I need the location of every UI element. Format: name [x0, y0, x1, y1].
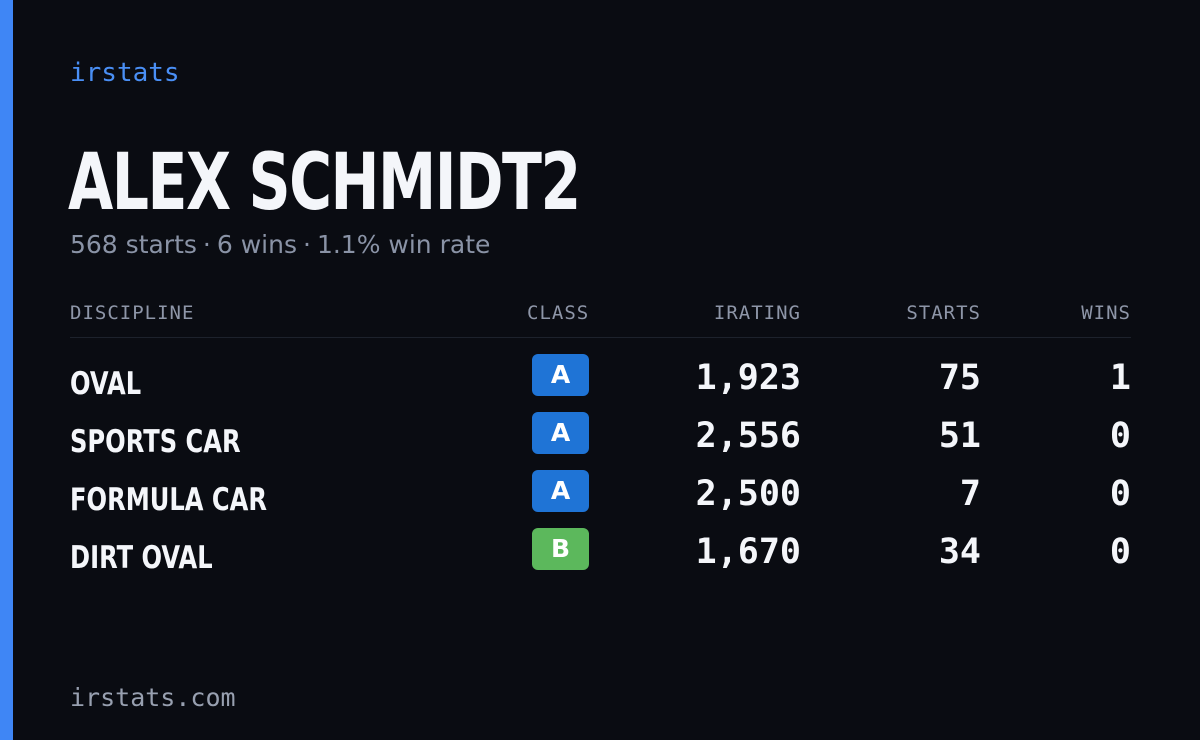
starts-value: 51: [938, 416, 981, 456]
class-badge: B: [532, 528, 589, 570]
wins-value: 0: [1109, 474, 1131, 514]
player-summary: 568 starts · 6 wins · 1.1% win rate: [70, 228, 490, 262]
table-row: DIRT OVAL B 1,670 34 0: [0, 528, 1200, 586]
header-starts: STARTS: [906, 302, 981, 324]
starts-summary: 568 starts: [70, 230, 197, 259]
class-badge: A: [532, 354, 589, 396]
summary-separator: ·: [202, 230, 211, 259]
wins-value: 1: [1109, 358, 1131, 398]
starts-value: 34: [938, 532, 981, 572]
wins-value: 0: [1109, 532, 1131, 572]
table-row: OVAL A 1,923 75 1: [0, 354, 1200, 412]
header-discipline: DISCIPLINE: [70, 302, 195, 324]
accent-bar: [0, 0, 13, 740]
win-rate-summary: 1.1% win rate: [316, 230, 491, 259]
header-wins: WINS: [1081, 302, 1131, 324]
brand-logo: irstats: [70, 58, 180, 88]
footer-url[interactable]: irstats.com: [70, 683, 236, 712]
header-divider: [70, 337, 1131, 338]
starts-value: 75: [938, 358, 981, 398]
wins-summary: 6 wins: [216, 230, 297, 259]
summary-separator: ·: [303, 230, 311, 259]
header-irating: IRATING: [713, 302, 801, 324]
player-name: ALEX SCHMIDT2: [68, 138, 581, 228]
table-row: FORMULA CAR A 2,500 7 0: [0, 470, 1200, 528]
class-badge: A: [532, 470, 589, 512]
irating-value: 1,923: [695, 358, 801, 398]
irating-value: 1,670: [695, 532, 801, 572]
irating-value: 2,500: [695, 474, 801, 514]
starts-value: 7: [959, 474, 981, 514]
class-badge: A: [532, 412, 589, 454]
discipline-name: DIRT OVAL: [70, 540, 213, 576]
header-class: CLASS: [527, 302, 590, 324]
discipline-name: FORMULA CAR: [70, 482, 268, 518]
discipline-name: OVAL: [70, 366, 142, 402]
irating-value: 2,556: [695, 416, 801, 456]
discipline-name: SPORTS CAR: [70, 424, 241, 460]
table-row: SPORTS CAR A 2,556 51 0: [0, 412, 1200, 470]
wins-value: 0: [1109, 416, 1131, 456]
